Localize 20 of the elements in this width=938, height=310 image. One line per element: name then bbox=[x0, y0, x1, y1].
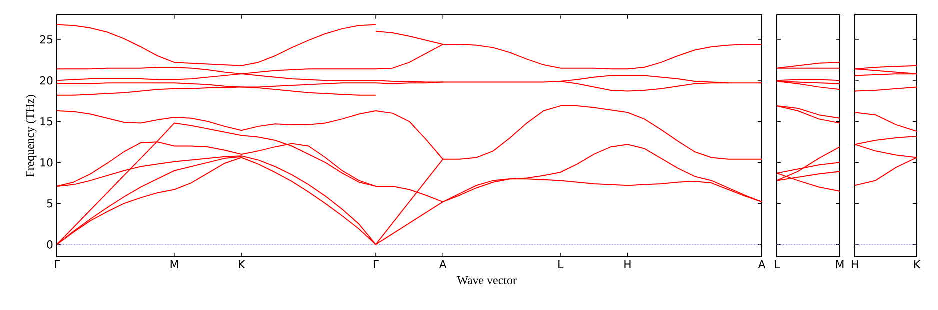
y-tick-label: 25 bbox=[40, 35, 53, 44]
y-tick-label: 0 bbox=[47, 240, 53, 249]
y-tick-label: 15 bbox=[40, 118, 53, 126]
x-tick-label: M bbox=[170, 260, 178, 269]
x-tick-label: H bbox=[624, 260, 631, 269]
y-tick-label: 20 bbox=[40, 76, 53, 85]
y-tick-label: 10 bbox=[40, 158, 53, 167]
x-tick-label: L bbox=[775, 260, 780, 269]
x-tick-label: M bbox=[836, 260, 844, 269]
x-tick-label: A bbox=[758, 260, 766, 269]
y-tick-label: 5 bbox=[47, 200, 53, 208]
x-tick-label: L bbox=[558, 260, 564, 269]
y-axis-title: Frequency (THz) bbox=[26, 95, 37, 177]
x-tick-label: A bbox=[439, 260, 447, 269]
x-axis-title: Wave vector bbox=[457, 276, 517, 285]
x-tick-label: Γ bbox=[55, 260, 60, 269]
x-tick-label: H bbox=[852, 260, 858, 269]
x-tick-label: K bbox=[914, 260, 921, 269]
x-tick-label: Γ bbox=[374, 260, 379, 269]
x-tick-label: K bbox=[239, 260, 246, 269]
